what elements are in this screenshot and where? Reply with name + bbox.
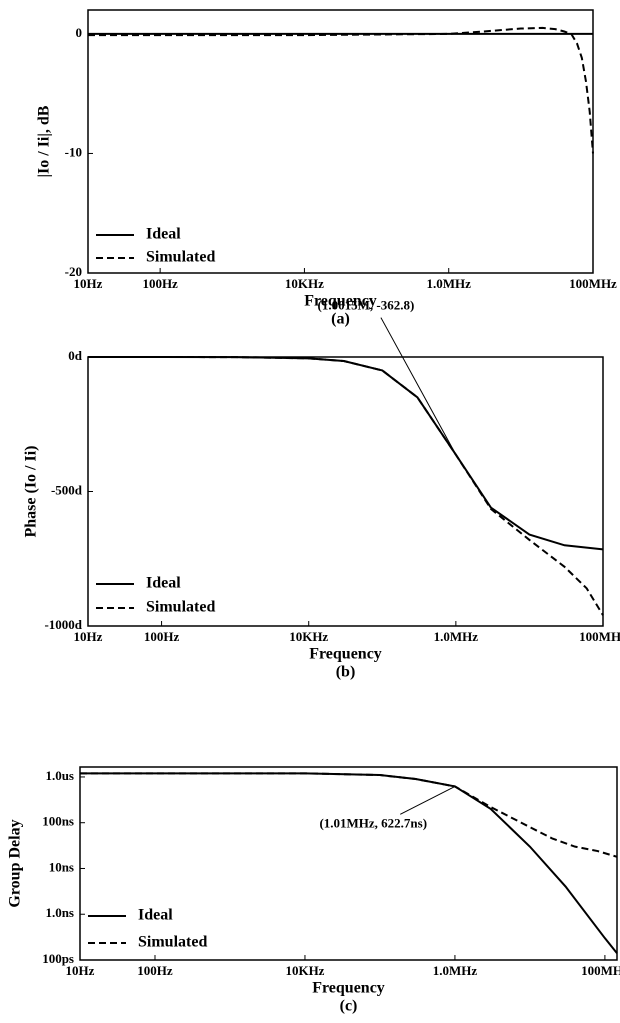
x-tick-label: 100MHz — [569, 276, 617, 291]
legend-label: Ideal — [146, 226, 181, 243]
annotation-leader — [380, 317, 457, 455]
x-tick-label: 10KHz — [285, 963, 324, 978]
x-axis-label: Frequency — [312, 980, 385, 997]
x-tick-label: 10Hz — [74, 276, 103, 291]
x-tick-label: 100MHz — [581, 963, 620, 978]
series-line — [88, 356, 604, 616]
legend-label: Simulated — [146, 249, 215, 266]
x-tick-label: 1.0MHz — [434, 629, 479, 644]
x-tick-label: 100Hz — [144, 629, 180, 644]
y-tick-label: -10 — [65, 144, 82, 159]
x-tick-label: 100MHz — [579, 629, 620, 644]
y-axis-label: Phase (Io / Ii) — [23, 446, 40, 538]
x-tick-label: 10KHz — [289, 629, 328, 644]
x-tick-label: 1.0MHz — [433, 963, 478, 978]
plot-frame — [79, 766, 618, 961]
caption: (b) — [336, 664, 356, 681]
annotation: (1.01MHz, 622.7ns) — [319, 815, 427, 830]
legend-label: Ideal — [146, 575, 181, 592]
x-tick-label: 10Hz — [66, 963, 95, 978]
series-line — [88, 26, 594, 154]
y-tick-label: 1.0ns — [45, 905, 74, 920]
x-axis-label: Frequency — [309, 646, 382, 663]
y-tick-label: -500d — [51, 482, 83, 497]
caption: (a) — [331, 311, 350, 328]
y-tick-label: 1.0us — [45, 768, 74, 783]
y-tick-label: -20 — [65, 264, 82, 279]
y-axis-label: |Io / Ii|, dB — [36, 105, 53, 177]
series-line — [88, 356, 604, 551]
y-tick-label: 10ns — [49, 859, 74, 874]
y-tick-label: 0 — [76, 25, 83, 40]
series-line — [80, 772, 618, 858]
x-axis-label: Frequency — [304, 293, 377, 310]
x-tick-label: 100Hz — [142, 276, 178, 291]
legend-label: Simulated — [146, 599, 215, 616]
legend-label: Ideal — [138, 907, 173, 924]
annotation: (1.0015M, -362.8) — [318, 298, 415, 313]
y-tick-label: 0d — [68, 348, 83, 363]
x-tick-label: 10Hz — [74, 629, 103, 644]
y-tick-label: 100ns — [42, 814, 74, 829]
x-tick-label: 1.0MHz — [427, 276, 472, 291]
legend-label: Simulated — [138, 934, 207, 951]
x-tick-label: 100Hz — [137, 963, 173, 978]
x-tick-label: 10KHz — [285, 276, 324, 291]
y-tick-label: 100ps — [42, 951, 74, 966]
caption: (c) — [340, 998, 358, 1015]
annotation-leader — [400, 785, 456, 815]
series-line — [80, 772, 618, 954]
y-axis-label: Group Delay — [7, 819, 24, 907]
y-tick-label: -1000d — [44, 617, 82, 632]
